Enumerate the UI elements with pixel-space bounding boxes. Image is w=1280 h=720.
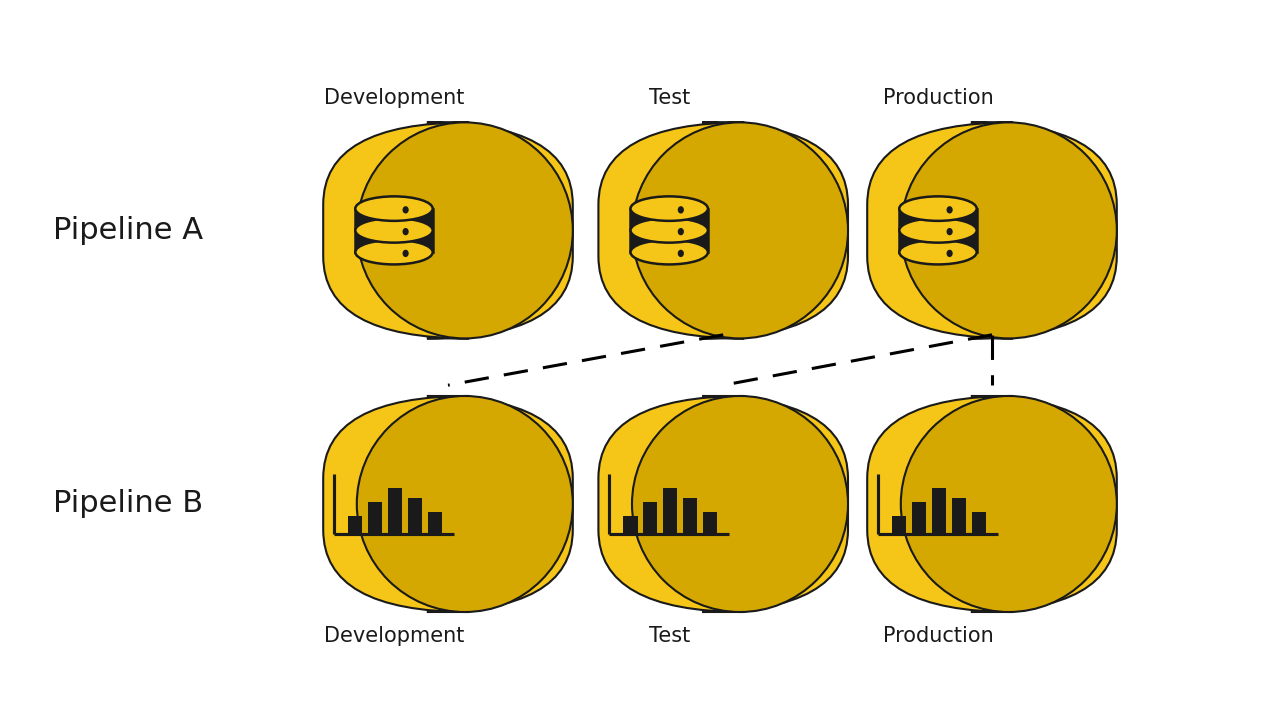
Ellipse shape [357, 396, 573, 612]
Bar [892, 516, 906, 534]
Bar [932, 488, 946, 534]
Ellipse shape [946, 206, 952, 214]
Ellipse shape [677, 250, 684, 257]
Bar [972, 512, 986, 534]
Ellipse shape [677, 228, 684, 235]
Ellipse shape [632, 396, 849, 612]
FancyBboxPatch shape [868, 396, 1117, 612]
FancyBboxPatch shape [598, 396, 849, 612]
Ellipse shape [402, 206, 408, 214]
Bar [703, 512, 717, 534]
Bar [952, 498, 966, 534]
FancyBboxPatch shape [598, 122, 849, 338]
Ellipse shape [356, 218, 433, 243]
Ellipse shape [900, 240, 977, 264]
Ellipse shape [356, 240, 433, 264]
Bar [631, 209, 708, 230]
Ellipse shape [402, 250, 408, 257]
FancyBboxPatch shape [323, 122, 573, 338]
Bar [348, 516, 362, 534]
Text: Production: Production [883, 88, 993, 108]
Ellipse shape [402, 228, 408, 235]
Bar [631, 230, 708, 252]
Text: Test: Test [649, 88, 690, 108]
Ellipse shape [631, 240, 708, 264]
Bar [428, 512, 442, 534]
Bar [663, 488, 677, 534]
Ellipse shape [901, 396, 1116, 612]
Text: Production: Production [883, 626, 993, 647]
Text: Development: Development [324, 626, 465, 647]
Bar [900, 209, 977, 230]
Ellipse shape [631, 197, 708, 221]
Ellipse shape [900, 218, 977, 243]
Bar [623, 516, 637, 534]
Ellipse shape [946, 250, 952, 257]
Bar [900, 230, 977, 252]
Bar [367, 502, 381, 534]
Bar [684, 498, 698, 534]
Ellipse shape [677, 206, 684, 214]
Text: Pipeline A: Pipeline A [52, 216, 204, 245]
Text: Development: Development [324, 88, 465, 108]
FancyBboxPatch shape [323, 396, 573, 612]
Bar [356, 230, 433, 252]
Bar [356, 209, 433, 230]
Bar [643, 502, 657, 534]
Bar [911, 502, 925, 534]
Ellipse shape [901, 122, 1116, 338]
Text: Pipeline B: Pipeline B [52, 490, 204, 518]
Bar [408, 498, 422, 534]
Ellipse shape [357, 122, 573, 338]
Ellipse shape [356, 197, 433, 221]
FancyBboxPatch shape [868, 122, 1117, 338]
Ellipse shape [946, 228, 952, 235]
Ellipse shape [631, 218, 708, 243]
Ellipse shape [632, 122, 849, 338]
Bar [388, 488, 402, 534]
Text: Test: Test [649, 626, 690, 647]
Ellipse shape [900, 197, 977, 221]
